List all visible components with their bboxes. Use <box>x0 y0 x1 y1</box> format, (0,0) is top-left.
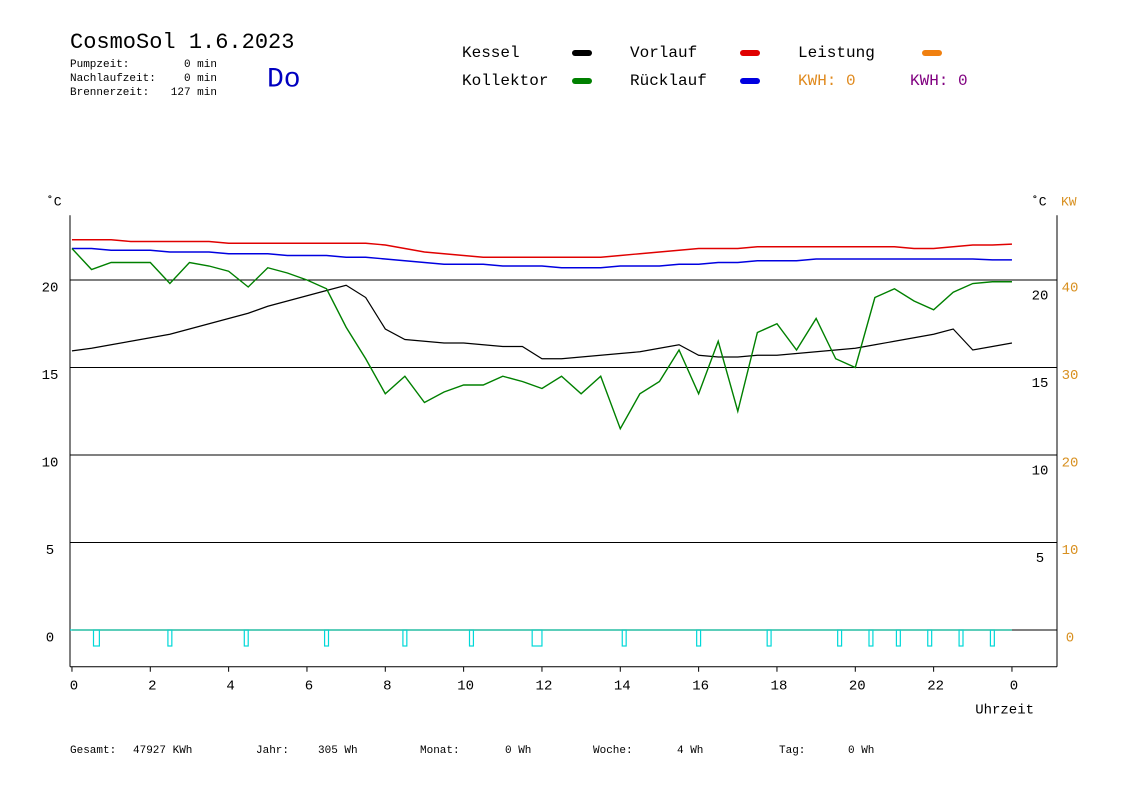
x-tick-label: 4 <box>226 678 234 694</box>
legend-swatch <box>572 50 592 56</box>
chart-title: CosmoSol 1.6.2023 <box>70 30 294 55</box>
legend-label: Kessel <box>462 44 520 62</box>
info-value: 0 min <box>184 59 217 71</box>
x-tick-label: 16 <box>692 678 709 694</box>
legend-label: Rücklauf <box>630 72 707 90</box>
y2-tick-label: 30 <box>1062 368 1079 384</box>
pulse <box>243 629 249 647</box>
info-value: 0 min <box>184 73 217 85</box>
weekday: Do <box>267 64 301 95</box>
pulse <box>696 629 702 647</box>
pulse <box>958 629 964 647</box>
info-label: Brennerzeit: <box>70 87 149 99</box>
footer-label: Woche: <box>593 745 633 757</box>
y-right-tick-label: 5 <box>1036 551 1044 567</box>
x-tick-label: 2 <box>148 678 156 694</box>
kwh-label: KWH: 0 <box>910 72 968 90</box>
y2-axis-label: KW <box>1061 194 1077 209</box>
legend-label: Kollektor <box>462 72 548 90</box>
x-tick-label: 10 <box>457 678 474 694</box>
x-tick-label: 22 <box>927 678 944 694</box>
x-tick-label: 6 <box>305 678 313 694</box>
footer-label: Monat: <box>420 745 460 757</box>
footer-value: 305 Wh <box>318 745 358 757</box>
legend-label: Vorlauf <box>630 44 697 62</box>
info-label: Nachlaufzeit: <box>70 73 156 85</box>
pulse <box>323 629 330 647</box>
y-tick-label: 0 <box>46 631 54 647</box>
footer-value: 4 Wh <box>677 745 703 757</box>
y2-tick-label: 10 <box>1062 543 1079 559</box>
pulse <box>621 629 627 647</box>
legend-swatch <box>922 50 942 56</box>
x-tick-label: 18 <box>771 678 788 694</box>
y-tick-label: 10 <box>42 456 59 472</box>
y2-tick-label: 0 <box>1066 631 1074 647</box>
legend-swatch <box>740 78 760 84</box>
footer-label: Gesamt: <box>70 745 116 757</box>
y-axis-label: ˚C <box>46 194 62 209</box>
y2-tick-label: 40 <box>1062 281 1079 297</box>
x-tick-label: 20 <box>849 678 866 694</box>
pulse <box>468 629 475 647</box>
pulse <box>92 629 100 647</box>
x-tick-label: 0 <box>1010 678 1018 694</box>
y-right-tick-label: 10 <box>1032 464 1049 480</box>
y-right-tick-label: 15 <box>1032 376 1049 392</box>
legend-label: Leistung <box>798 44 875 62</box>
pulse <box>837 629 843 647</box>
footer-label: Tag: <box>779 745 805 757</box>
pulse <box>989 629 995 647</box>
y2-tick-label: 20 <box>1062 456 1079 472</box>
x-tick-label: 0 <box>70 678 78 694</box>
x-axis-label: Uhrzeit <box>975 703 1034 719</box>
line-series <box>71 239 1012 258</box>
x-tick-label: 8 <box>383 678 391 694</box>
line-series <box>71 248 1012 431</box>
pulse <box>167 629 173 647</box>
footer-value: 0 Wh <box>505 745 531 757</box>
x-tick-label: 14 <box>614 678 631 694</box>
pulse <box>531 629 543 647</box>
y-right-tick-label: 20 <box>1032 289 1049 305</box>
line-series <box>71 247 1012 269</box>
line-series <box>71 284 1013 360</box>
x-tick-label: 12 <box>536 678 553 694</box>
y-tick-label: 5 <box>46 543 54 559</box>
y-tick-label: 20 <box>42 281 59 297</box>
footer-value: 47927 KWh <box>133 745 192 757</box>
footer-label: Jahr: <box>256 745 289 757</box>
legend-swatch <box>740 50 760 56</box>
pulse <box>868 629 874 647</box>
y-tick-label: 15 <box>42 368 59 384</box>
pulse <box>927 629 933 647</box>
y-axis-label-right: ˚C <box>1031 194 1047 209</box>
pulse <box>895 629 901 647</box>
info-label: Pumpzeit: <box>70 59 129 71</box>
pulse <box>766 629 772 647</box>
kwh-label: KWH: 0 <box>798 72 856 90</box>
legend-swatch <box>572 78 592 84</box>
info-value: 127 min <box>171 87 217 99</box>
footer-value: 0 Wh <box>848 745 874 757</box>
pulse <box>402 629 408 647</box>
